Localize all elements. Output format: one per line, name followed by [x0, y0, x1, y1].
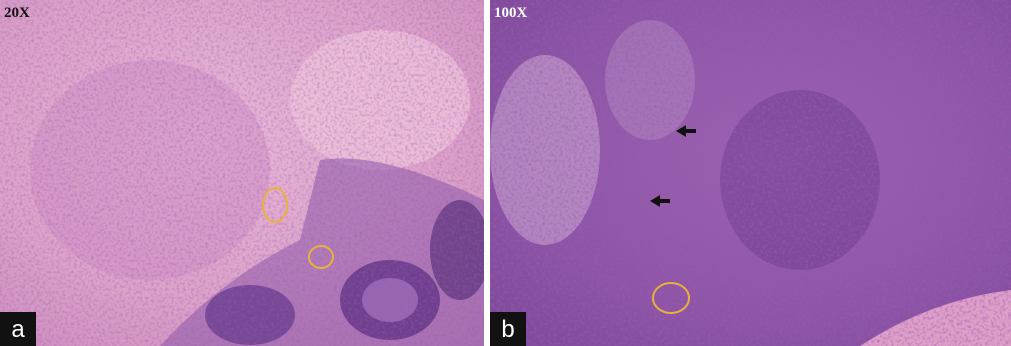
magnification: 100X — [494, 5, 528, 21]
panel-b-image — [490, 0, 1011, 346]
panel-label-box — [0, 312, 36, 346]
panel-label: a — [11, 316, 25, 343]
magnification: 20X — [4, 5, 30, 21]
panel-a-image — [0, 0, 484, 346]
panel-label-box — [490, 312, 526, 346]
panel-label: b — [501, 316, 514, 343]
